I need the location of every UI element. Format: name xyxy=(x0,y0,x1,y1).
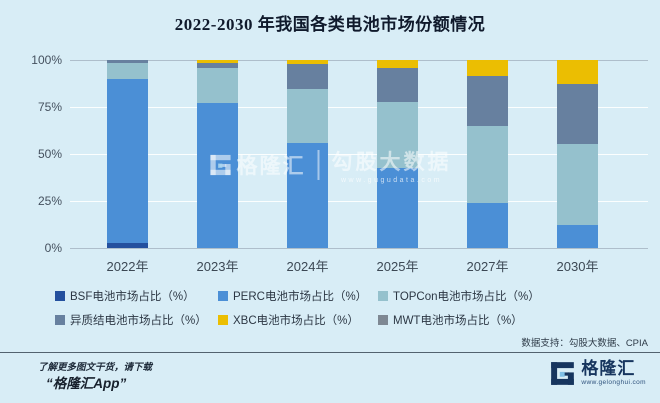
bar-group xyxy=(377,60,418,248)
legend-label: BSF电池市场占比（%） xyxy=(70,291,195,303)
bar-group xyxy=(287,60,328,248)
legend-item: 异质结电池市场占比（%） xyxy=(55,312,218,328)
bar-segment xyxy=(287,89,328,143)
bar-segment xyxy=(197,60,238,63)
legend-item: PERC电池市场占比（%） xyxy=(218,288,378,304)
bar-segment xyxy=(197,67,238,104)
bar-segment xyxy=(197,62,238,68)
legend-label: PERC电池市场占比（%） xyxy=(233,291,368,303)
bar-segment xyxy=(287,60,328,64)
legend-swatch-icon xyxy=(378,315,388,325)
x-axis-label: 2030年 xyxy=(556,259,599,274)
legend-item: XBC电池市场占比（%） xyxy=(218,312,378,328)
bar-segment xyxy=(467,125,508,203)
x-axis-label: 2025年 xyxy=(376,259,419,274)
bar-segment xyxy=(557,143,598,225)
legend-item: MWT电池市场占比（%） xyxy=(378,312,540,328)
bar-segment xyxy=(557,60,598,85)
page-title: 2022-2030 年我国各类电池市场份额情况 xyxy=(174,15,486,34)
x-axis-label: 2024年 xyxy=(286,259,329,274)
bar-group xyxy=(557,60,598,248)
bar-group xyxy=(107,60,148,248)
gridline xyxy=(70,154,648,155)
gelonghui-logo-icon xyxy=(551,362,575,385)
bar-segment xyxy=(107,78,148,244)
bar-segment xyxy=(107,243,148,248)
legend-swatch-icon xyxy=(378,291,388,301)
legend-swatch-icon xyxy=(55,315,65,325)
bar-segment xyxy=(107,62,148,79)
gridline xyxy=(70,201,648,202)
bar-group xyxy=(467,60,508,248)
promo-text-line1: 了解更多图文干货，请下载 xyxy=(38,362,153,373)
legend-item: TOPCon电池市场占比（%） xyxy=(378,288,540,304)
promo-text-line2: “格隆汇App” xyxy=(46,376,127,391)
x-axis-label: 2023年 xyxy=(196,259,239,274)
legend-swatch-icon xyxy=(55,291,65,301)
legend-item: BSF电池市场占比（%） xyxy=(55,288,218,304)
bar-group xyxy=(197,60,238,248)
y-tick-label: 75% xyxy=(37,100,62,114)
brand-logo: 格隆汇 www.gelonghui.com xyxy=(549,359,646,387)
bar-segment xyxy=(107,60,148,63)
bar-segment xyxy=(197,103,238,248)
bar-segment xyxy=(287,63,328,90)
brand-name: 格隆汇 xyxy=(581,359,636,378)
legend-label: 异质结电池市场占比（%） xyxy=(70,315,207,327)
bar-segment xyxy=(557,84,598,144)
y-tick-label: 25% xyxy=(37,194,62,208)
bar-segment xyxy=(377,168,418,248)
bar-segment xyxy=(467,60,508,76)
legend-label: TOPCon电池市场占比（%） xyxy=(393,291,540,303)
legend-swatch-icon xyxy=(218,315,228,325)
brand-url: www.gelonghui.com xyxy=(581,378,646,386)
bar-segment xyxy=(467,202,508,248)
bar-segment xyxy=(557,224,598,248)
legend-swatch-icon xyxy=(218,291,228,301)
x-axis-label: 2022年 xyxy=(106,259,149,274)
bar-segment xyxy=(377,102,418,169)
footer-divider xyxy=(0,352,660,353)
gridline xyxy=(70,107,648,108)
y-tick-label: 50% xyxy=(37,147,62,161)
gridline xyxy=(70,60,648,61)
legend-label: MWT电池市场占比（%） xyxy=(393,315,523,327)
y-tick-label: 0% xyxy=(44,241,62,255)
bar-segment xyxy=(377,68,418,103)
chart-plot-area: 100% 75% 50% 25% 0% 2022年 2023年 2024年 2025年 2027年… xyxy=(31,53,648,274)
chart-legend: BSF电池市场占比（%） PERC电池市场占比（%） TOPCon电池市场占比（%）… xyxy=(55,288,540,328)
x-axis-label: 2027年 xyxy=(466,259,509,274)
bar-segment xyxy=(377,60,418,69)
data-support-note: 数据支持：勾股大数据、CPIA xyxy=(521,338,648,349)
bar-segment xyxy=(467,76,508,126)
bar-segment xyxy=(287,142,328,248)
y-tick-label: 100% xyxy=(31,53,62,67)
gridline xyxy=(70,248,648,249)
legend-label: XBC电池市场占比（%） xyxy=(233,315,359,327)
